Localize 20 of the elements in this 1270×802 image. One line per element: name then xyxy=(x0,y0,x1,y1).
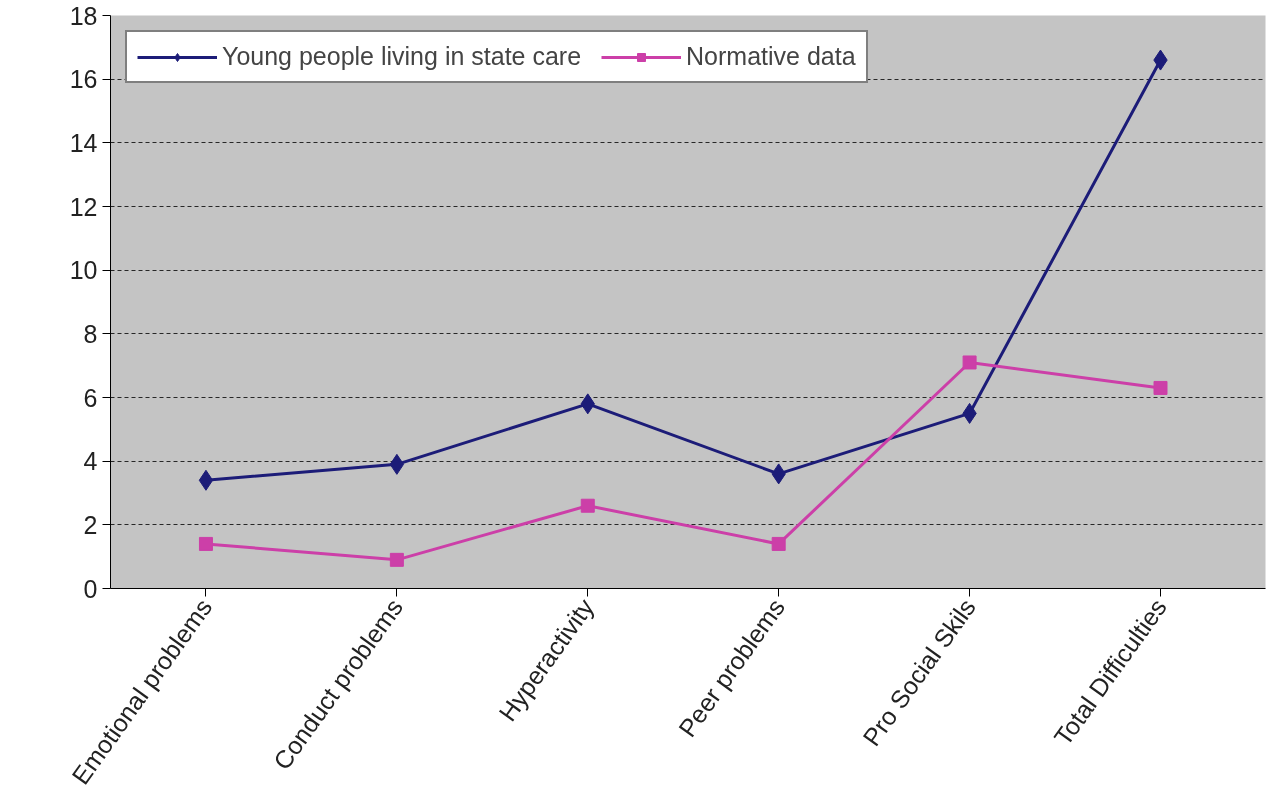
point xyxy=(198,469,214,491)
point xyxy=(198,536,213,551)
point xyxy=(771,536,786,551)
legend-label: Young people living in state care xyxy=(222,42,582,71)
y-tick-label: 8 xyxy=(83,319,98,348)
y-tick-label: 10 xyxy=(69,256,98,285)
point xyxy=(962,355,977,370)
legend-label: Normative data xyxy=(686,42,856,71)
point xyxy=(1153,380,1168,395)
y-tick-label: 12 xyxy=(69,192,98,221)
point xyxy=(389,453,405,475)
y-tick-label: 14 xyxy=(69,128,98,157)
y-tick-label: 4 xyxy=(83,447,98,476)
y-tick-label: 18 xyxy=(69,1,98,30)
y-tick-label: 6 xyxy=(83,383,98,412)
y-tick-label: 0 xyxy=(83,574,98,603)
point xyxy=(580,498,595,513)
y-tick-label: 16 xyxy=(69,65,98,94)
point xyxy=(389,552,404,567)
y-tick-label: 2 xyxy=(83,510,98,539)
